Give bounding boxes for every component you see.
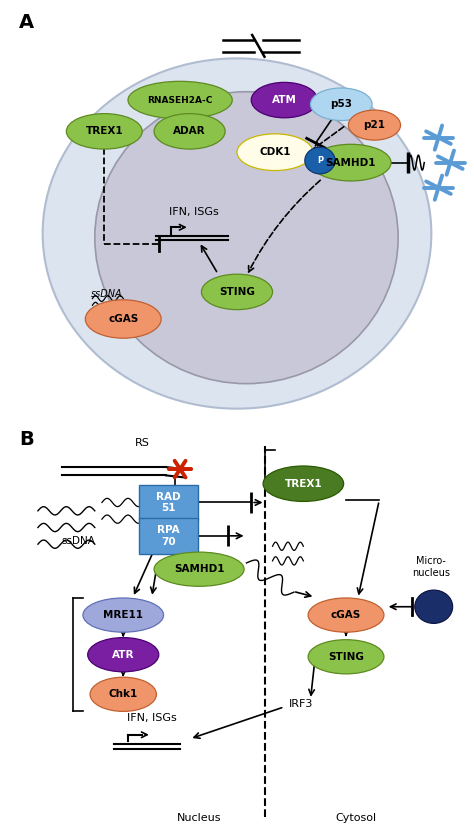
Text: ADAR: ADAR: [173, 127, 206, 136]
Ellipse shape: [263, 466, 344, 501]
Text: cGAS: cGAS: [108, 314, 138, 324]
Text: ssDNA: ssDNA: [61, 536, 95, 546]
Text: P: P: [317, 156, 323, 165]
Ellipse shape: [348, 110, 401, 140]
Text: SAMHD1: SAMHD1: [326, 158, 376, 168]
FancyBboxPatch shape: [138, 485, 198, 520]
Text: RAD
51: RAD 51: [156, 492, 181, 513]
Text: cGAS: cGAS: [331, 610, 361, 620]
Text: p21: p21: [364, 120, 385, 130]
Ellipse shape: [66, 113, 142, 149]
Text: IFN, ISGs: IFN, ISGs: [170, 207, 219, 217]
Text: IFN, ISGs: IFN, ISGs: [127, 713, 176, 723]
Ellipse shape: [154, 552, 244, 586]
Ellipse shape: [43, 58, 431, 409]
Text: ATM: ATM: [272, 95, 297, 105]
Text: A: A: [19, 13, 34, 32]
Ellipse shape: [95, 92, 398, 384]
Text: Chk1: Chk1: [109, 690, 138, 699]
Text: B: B: [19, 430, 34, 449]
Text: +: +: [180, 572, 194, 590]
Text: TREX1: TREX1: [85, 127, 123, 136]
FancyBboxPatch shape: [138, 518, 198, 554]
Text: RPA
70: RPA 70: [157, 525, 180, 546]
Ellipse shape: [154, 113, 225, 149]
Text: TREX1: TREX1: [284, 479, 322, 489]
Text: IRF3: IRF3: [289, 699, 313, 709]
Ellipse shape: [237, 133, 313, 170]
Text: Nucleus: Nucleus: [177, 813, 221, 823]
Text: STING: STING: [219, 287, 255, 297]
Ellipse shape: [310, 144, 391, 181]
Text: ATR: ATR: [112, 650, 135, 660]
Ellipse shape: [128, 82, 232, 118]
Ellipse shape: [308, 598, 384, 632]
Circle shape: [415, 590, 453, 624]
Text: Micro-
nucleus: Micro- nucleus: [412, 556, 450, 578]
Ellipse shape: [310, 88, 372, 121]
Text: Cytosol: Cytosol: [335, 813, 376, 823]
Ellipse shape: [83, 598, 164, 632]
Text: CDK1: CDK1: [259, 148, 291, 157]
Text: RS: RS: [135, 438, 150, 448]
Ellipse shape: [90, 677, 156, 711]
Ellipse shape: [88, 637, 159, 672]
Ellipse shape: [251, 83, 318, 118]
Text: RNASEH2A-C: RNASEH2A-C: [147, 96, 213, 104]
Text: ssDNA: ssDNA: [91, 289, 122, 299]
Text: SAMHD1: SAMHD1: [174, 565, 224, 574]
Ellipse shape: [308, 640, 384, 674]
Circle shape: [305, 148, 335, 174]
Ellipse shape: [201, 274, 273, 309]
Text: p53: p53: [330, 99, 352, 109]
Text: MRE11: MRE11: [103, 610, 143, 620]
Ellipse shape: [85, 299, 161, 339]
Text: STING: STING: [328, 652, 364, 661]
